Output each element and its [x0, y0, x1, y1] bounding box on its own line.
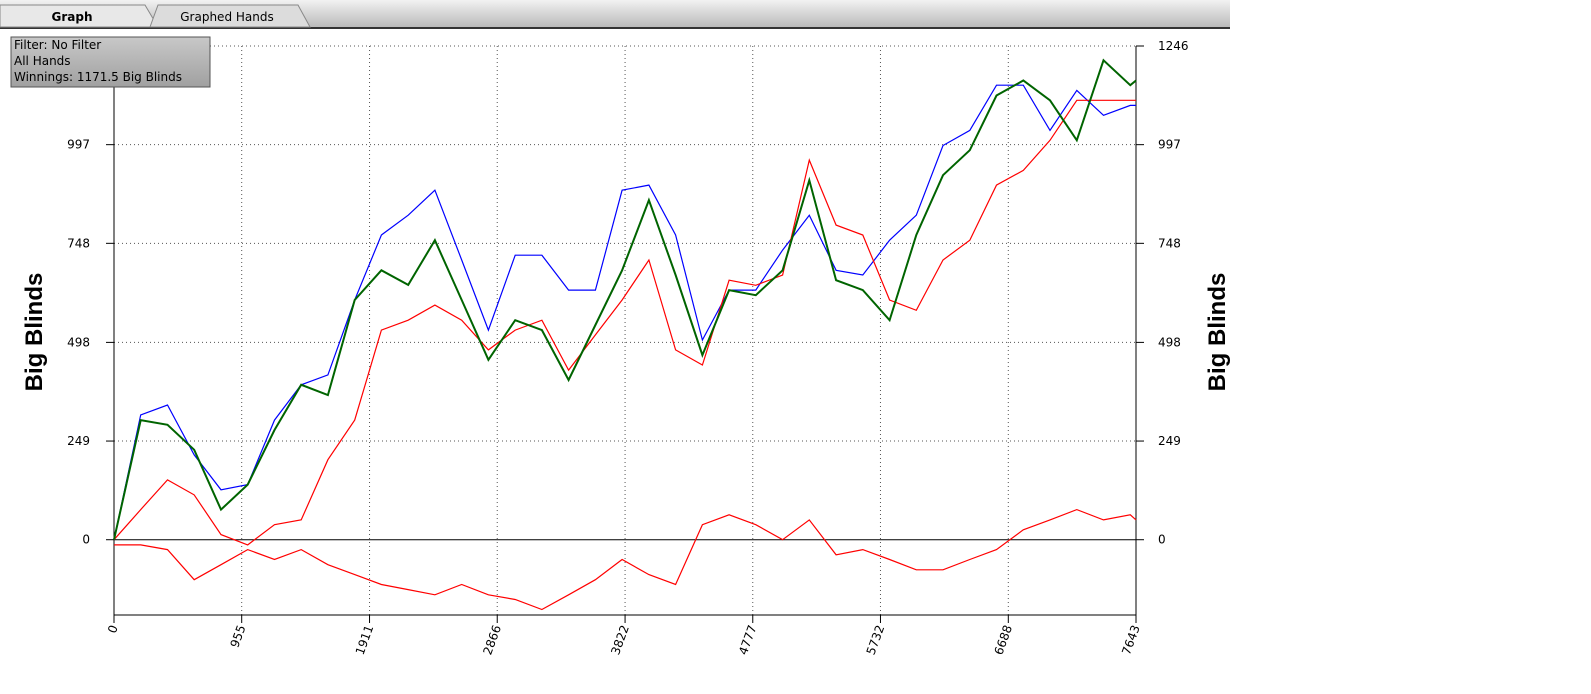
info-line: All Hands: [14, 54, 71, 68]
series-line: [113, 58, 1137, 540]
series-line: [113, 84, 1136, 540]
x-tick-label: 4777: [736, 623, 760, 656]
info-line: Filter: No Filter: [14, 38, 101, 52]
y2-axis-label: Big Blinds: [1204, 273, 1231, 392]
y2-tick-label: 249: [1158, 434, 1181, 448]
y2-tick-label: 997: [1158, 138, 1181, 152]
x-tick-label: 3822: [608, 623, 632, 656]
y-axis-label: Big Blinds: [21, 273, 48, 392]
info-line: Winnings: 1171.5 Big Blinds: [14, 70, 182, 84]
tab-label[interactable]: Graph: [52, 10, 93, 24]
y-tick-label: 498: [67, 335, 90, 349]
plot: 0024924949849874874899799712461246095519…: [59, 39, 1188, 657]
tab-graph[interactable]: [0, 4, 159, 28]
y-tick-label: 249: [67, 434, 90, 448]
series-line: [114, 508, 1137, 611]
y2-tick-label: 1246: [1158, 39, 1189, 53]
y2-tick-label: 0: [1158, 533, 1166, 547]
x-tick-label: 0: [105, 623, 121, 635]
x-tick-label: 7643: [1119, 623, 1143, 656]
x-tick-label: 5732: [864, 623, 888, 656]
y-tick-label: 997: [67, 138, 90, 152]
info-box: [10, 36, 211, 88]
x-tick-label: 1911: [353, 623, 377, 656]
x-tick-label: 2866: [480, 623, 504, 656]
tab-label[interactable]: Graphed Hands: [180, 10, 273, 24]
y2-tick-label: 748: [1158, 236, 1181, 250]
x-tick-label: 6688: [992, 623, 1016, 656]
y2-tick-label: 498: [1158, 335, 1181, 349]
series-line: [113, 99, 1136, 546]
tab-graphed-hands[interactable]: [149, 4, 311, 28]
x-tick-label: 955: [228, 623, 249, 649]
y-tick-label: 0: [82, 533, 90, 547]
y-tick-label: 748: [67, 236, 90, 250]
